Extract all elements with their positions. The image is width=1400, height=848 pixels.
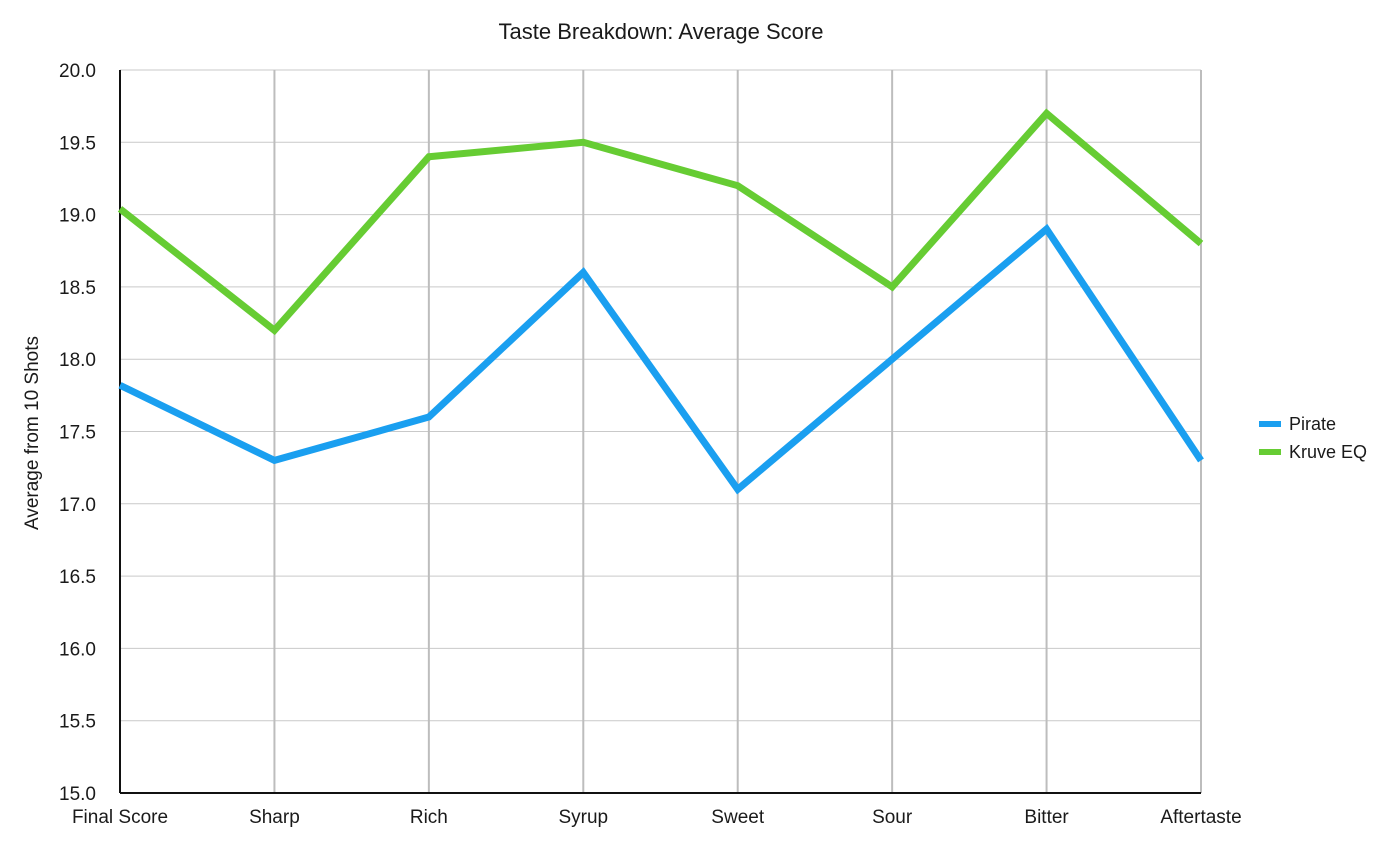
- y-tick-label: 15.5: [59, 712, 96, 733]
- x-tick-label: Sour: [872, 807, 913, 828]
- series-line-kruve-eq: [117, 108, 1204, 336]
- axes: [119, 70, 1201, 794]
- y-tick-label: 15.0: [59, 784, 96, 805]
- chart-title: Taste Breakdown: Average Score: [499, 19, 824, 44]
- y-tick-label: 20.0: [59, 61, 96, 82]
- x-tick-label: Aftertaste: [1160, 807, 1241, 828]
- x-tick-labels: Final Score Sharp Rich Syrup Sweet Sour Bitter…: [72, 807, 1242, 828]
- y-tick-labels: 15.0 15.5 16.0 16.5 17.0 17.5 18.0 18.5 19.0 19.5…: [59, 61, 96, 805]
- y-tick-label: 19.0: [59, 206, 96, 227]
- legend: Pirate Kruve EQ: [1259, 414, 1367, 462]
- y-tick-label: 16.5: [59, 567, 96, 588]
- y-tick-label: 18.5: [59, 278, 96, 299]
- legend-label: Pirate: [1289, 414, 1336, 434]
- y-tick-label: 18.0: [59, 350, 96, 371]
- y-tick-label: 17.0: [59, 495, 96, 516]
- series-lines: [117, 108, 1204, 495]
- x-tick-label: Sweet: [711, 807, 765, 828]
- y-tick-label: 16.0: [59, 639, 96, 660]
- x-tick-label: Rich: [410, 807, 448, 828]
- horizontal-gridlines: [120, 69, 1201, 722]
- series-line-pirate: [118, 223, 1204, 495]
- y-tick-label: 17.5: [59, 423, 96, 444]
- x-tick-label: Final Score: [72, 807, 168, 828]
- x-tick-label: Syrup: [558, 807, 608, 828]
- legend-label: Kruve EQ: [1289, 442, 1367, 462]
- y-tick-label: 19.5: [59, 133, 96, 154]
- x-tick-label: Sharp: [249, 807, 300, 828]
- vertical-gridlines: [273, 70, 1202, 793]
- y-axis-title: Average from 10 Shots: [22, 336, 43, 530]
- x-tick-label: Bitter: [1024, 807, 1069, 828]
